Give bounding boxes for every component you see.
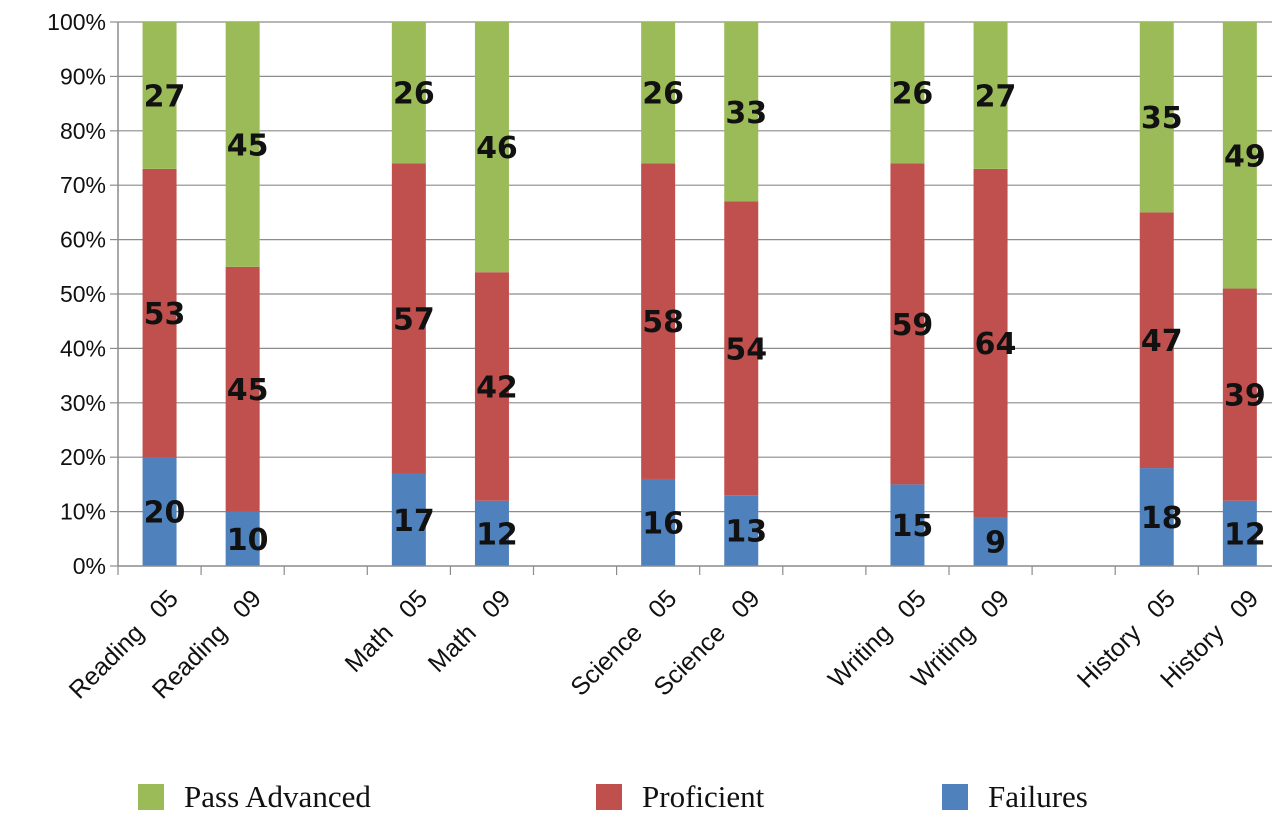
bars: 20 53 27 10 45 45 17 57 26 12 42 46 16 58 26 13 54 33 15 59… <box>142 22 1266 566</box>
bar-segment-pass-advanced <box>890 22 925 164</box>
bar-segment-proficient <box>225 266 260 512</box>
bar-segment-failures <box>225 511 260 566</box>
y-tick-label: 50% <box>60 281 106 307</box>
legend: Pass Advanced Proficient Failures <box>0 776 1275 817</box>
data-label-proficient: 64 <box>975 327 1017 362</box>
bar-segment-pass-advanced <box>641 22 676 164</box>
y-tick-label: 0% <box>73 553 106 579</box>
bar-segment-failures <box>142 457 177 566</box>
data-label-failures: 12 <box>1224 517 1266 552</box>
bar-segment-failures <box>890 484 925 566</box>
legend-swatch-pass-advanced <box>138 783 164 810</box>
bar-segment-pass-advanced <box>724 22 759 202</box>
x-category-label: Math 09 <box>423 584 517 678</box>
bar-segment-failures <box>1222 500 1257 566</box>
y-tick-label: 90% <box>60 63 106 89</box>
legend-item-pass-advanced: Pass Advanced <box>138 776 371 817</box>
y-tick-label: 70% <box>60 172 106 198</box>
bar-segment-proficient <box>391 163 426 474</box>
bar-segment-pass-advanced <box>1139 22 1174 213</box>
data-label-failures: 20 <box>144 496 186 531</box>
bar-segment-proficient <box>474 272 509 501</box>
data-label-proficient: 59 <box>892 308 934 343</box>
data-label-pass-advanced: 46 <box>476 131 518 166</box>
y-axis-tick-labels: 0% 10% 20% 30% 40% 50% 60% 70% 80% 90% 100% <box>47 9 106 579</box>
data-label-failures: 13 <box>725 515 767 550</box>
y-tick-label: 40% <box>60 335 106 361</box>
gridlines <box>118 21 1272 513</box>
legend-label-failures: Failures <box>988 778 1088 814</box>
data-label-failures: 16 <box>642 506 684 541</box>
bar-segment-failures <box>641 478 676 566</box>
data-label-pass-advanced: 26 <box>642 77 684 112</box>
bar-segment-failures <box>973 517 1008 566</box>
data-label-proficient: 58 <box>642 305 684 340</box>
bar-segment-proficient <box>724 201 759 496</box>
data-label-proficient: 45 <box>227 373 269 408</box>
y-tick-label: 60% <box>60 227 106 253</box>
axes <box>110 21 1272 575</box>
legend-swatch-failures <box>942 783 968 810</box>
bar-segment-failures <box>474 500 509 566</box>
y-tick-label: 80% <box>60 118 106 144</box>
data-label-failures: 12 <box>476 517 518 552</box>
data-label-proficient: 39 <box>1224 379 1266 414</box>
data-label-proficient: 47 <box>1141 324 1183 359</box>
legend-item-failures: Failures <box>942 776 1088 817</box>
legend-label-pass-advanced: Pass Advanced <box>184 778 371 814</box>
bar-segment-failures <box>1139 468 1174 566</box>
bar-segment-proficient <box>142 168 177 458</box>
data-label-pass-advanced: 26 <box>892 77 934 112</box>
bar-segment-proficient <box>973 168 1008 518</box>
bar-segment-pass-advanced <box>973 22 1008 169</box>
data-label-proficient: 57 <box>393 302 435 337</box>
data-label-pass-advanced: 33 <box>725 96 767 131</box>
x-category-label: Math 05 <box>340 584 434 678</box>
bar-segment-pass-advanced <box>391 22 426 164</box>
bar-segment-proficient <box>890 163 925 485</box>
data-label-failures: 18 <box>1141 501 1183 536</box>
legend-item-proficient: Proficient <box>596 776 764 817</box>
bar-segment-proficient <box>1222 288 1257 501</box>
data-label-failures: 9 <box>985 526 1006 561</box>
data-label-pass-advanced: 26 <box>393 77 435 112</box>
bar-segment-pass-advanced <box>1222 22 1257 289</box>
data-label-pass-advanced: 27 <box>975 79 1017 114</box>
data-label-failures: 15 <box>892 509 934 544</box>
data-label-failures: 17 <box>393 504 435 539</box>
y-tick-label: 10% <box>60 499 106 525</box>
legend-swatch-proficient <box>596 783 622 810</box>
data-label-pass-advanced: 49 <box>1224 139 1266 174</box>
legend-label-proficient: Proficient <box>642 778 765 814</box>
data-label-pass-advanced: 35 <box>1141 101 1183 136</box>
data-label-proficient: 42 <box>476 370 518 405</box>
y-tick-label: 20% <box>60 444 106 470</box>
data-label-proficient: 53 <box>144 297 186 332</box>
bar-segment-proficient <box>1139 212 1174 469</box>
data-label-pass-advanced: 27 <box>144 79 186 114</box>
bar-segment-pass-advanced <box>225 22 260 267</box>
y-tick-label: 100% <box>47 9 106 35</box>
bar-segment-proficient <box>641 163 676 479</box>
bar-segment-failures <box>724 495 759 566</box>
data-label-proficient: 54 <box>725 332 767 367</box>
bar-segment-pass-advanced <box>474 22 509 273</box>
bar-segment-pass-advanced <box>142 22 177 169</box>
data-label-failures: 10 <box>227 523 269 558</box>
bar-segment-failures <box>391 473 426 566</box>
data-label-pass-advanced: 45 <box>227 128 269 163</box>
y-tick-label: 30% <box>60 390 106 416</box>
stacked-bar-chart: 0% 10% 20% 30% 40% 50% 60% 70% 80% 90% 100% 20 53 27… <box>47 9 1272 704</box>
